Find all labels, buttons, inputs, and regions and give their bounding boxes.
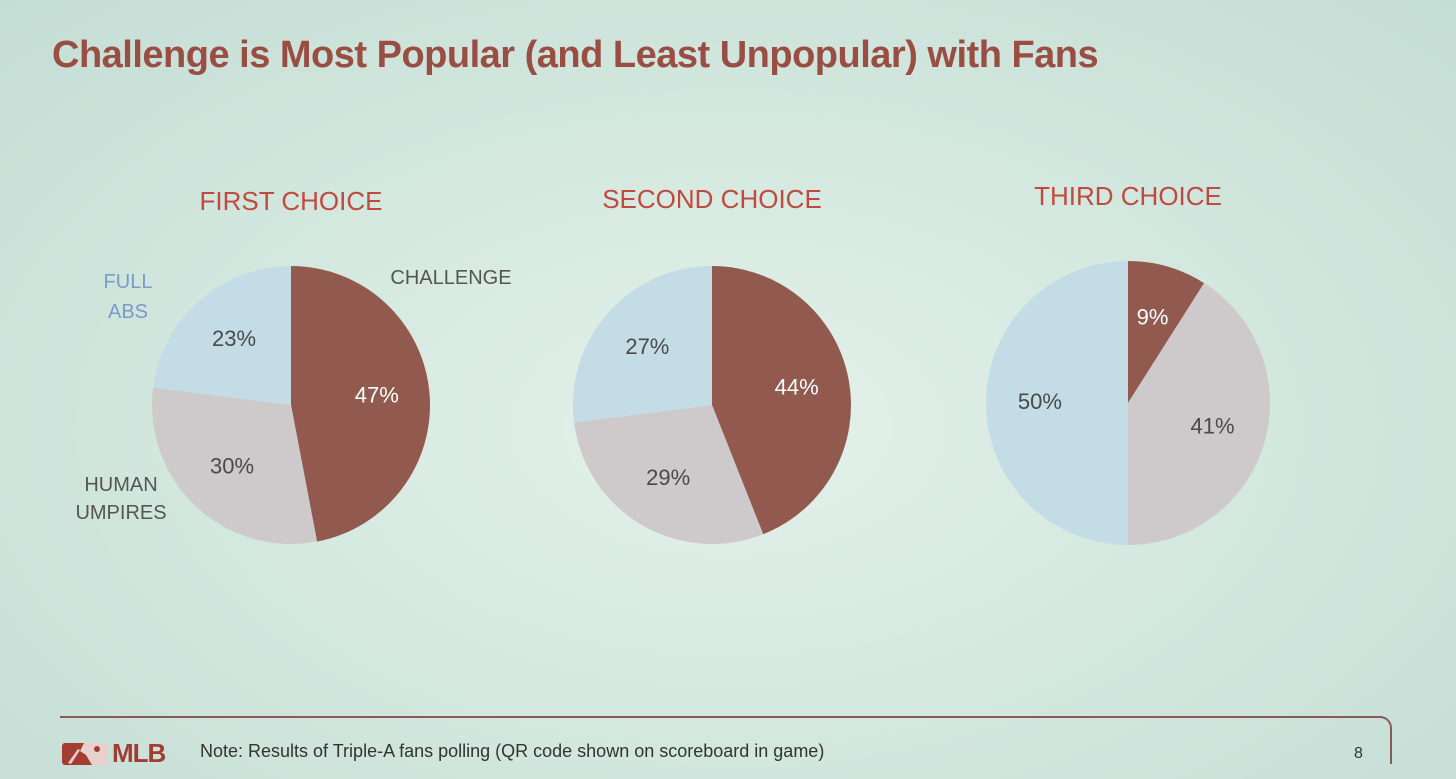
third-choice-label-human-umpires: 41% [1191, 413, 1235, 438]
second-choice-slice-challenge [712, 266, 852, 535]
first-choice-label-full-abs: 23% [212, 326, 256, 351]
first-choice-category-human: HUMAN [84, 474, 157, 496]
first-choice-category-abs: ABS [108, 301, 148, 323]
first-choice-slice-human-umpires [152, 387, 318, 544]
mlb-logo: MLB [62, 738, 166, 769]
page-number: 8 [1354, 745, 1363, 762]
third-choice-label-full-abs: 50% [1018, 389, 1062, 414]
slide-title: Challenge is Most Popular (and Least Unp… [52, 34, 1099, 76]
first-choice-category-umpires: UMPIRES [75, 502, 166, 524]
first-choice-title: FIRST CHOICE [200, 186, 383, 216]
footer-corner [1376, 716, 1392, 764]
second-choice-title: SECOND CHOICE [602, 184, 822, 214]
third-choice-slice-full-abs [986, 261, 1128, 545]
first-choice-slice-challenge [291, 266, 430, 542]
first-choice-slice-full-abs [153, 266, 291, 405]
third-choice-label-challenge: 9% [1137, 304, 1169, 329]
pie-charts: FIRST CHOICE 47% 30% 23% CHALLENGE HUMAN UMPIR… [75, 181, 1270, 545]
footer-divider [60, 716, 1382, 718]
second-choice-label-challenge: 44% [775, 375, 819, 400]
second-choice-label-full-abs: 27% [625, 334, 669, 359]
first-choice-category-challenge: CHALLENGE [390, 267, 511, 289]
second-choice-slice-full-abs [573, 266, 712, 423]
footer-note: Note: Results of Triple-A fans polling (… [200, 741, 825, 761]
third-choice-title: THIRD CHOICE [1034, 181, 1222, 211]
third-choice-slice-human-umpires [1128, 283, 1270, 545]
third-choice-slice-challenge [1128, 261, 1205, 403]
mlb-logo-text: MLB [112, 738, 166, 768]
first-choice-label-human-umpires: 30% [210, 454, 254, 479]
second-choice-slice-human-umpires [574, 405, 764, 545]
mlb-batter-icon [62, 742, 108, 765]
first-choice-category-full: FULL [104, 271, 153, 293]
second-choice-label-human-umpires: 29% [646, 465, 690, 490]
first-choice-label-challenge: 47% [355, 383, 399, 408]
